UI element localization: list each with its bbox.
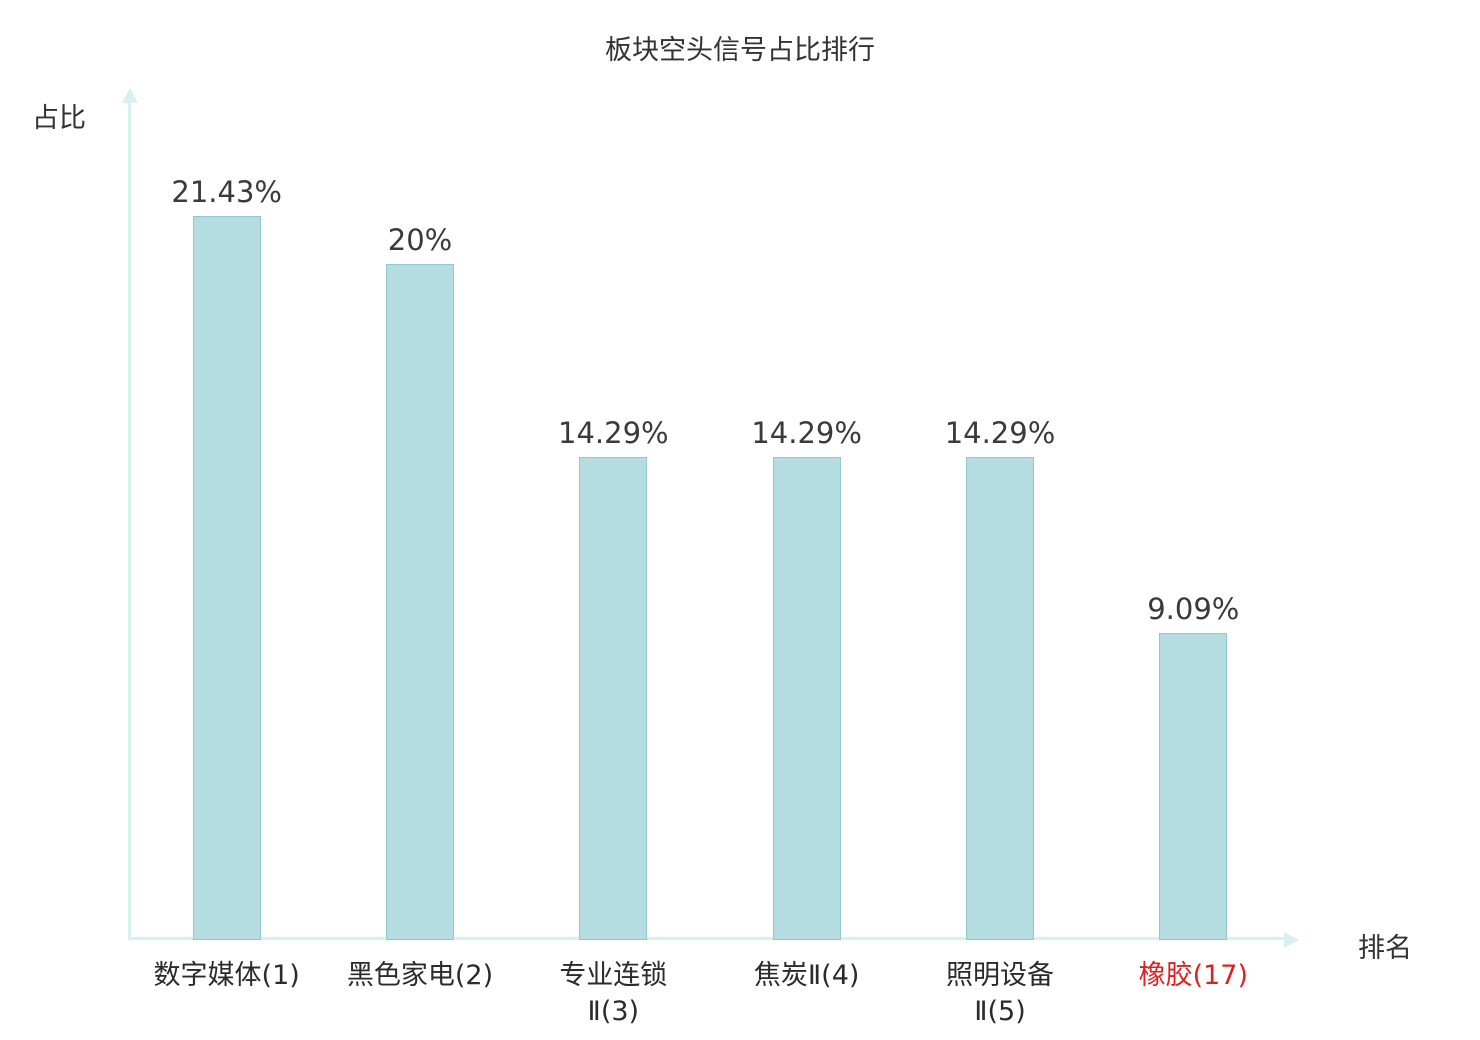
bar-value-label: 14.29% xyxy=(751,416,862,450)
bar-group: 9.09% xyxy=(1097,95,1290,940)
bar-group: 20% xyxy=(323,95,516,940)
bar-plot-area: 21.43% 20% 14.29% 14.29% 14.29% 9.09% xyxy=(130,95,1290,940)
category-label-line: 焦炭Ⅱ(4) xyxy=(753,960,860,991)
bar-value-label: 20% xyxy=(387,223,453,257)
chart-title: 板块空头信号占比排行 xyxy=(605,35,875,66)
category-label: 橡胶(17) xyxy=(1097,958,1290,1031)
x-axis-label: 排名 xyxy=(1358,933,1412,964)
category-label-line: 照明设备 xyxy=(945,960,1054,991)
category-label-line: Ⅱ(3) xyxy=(587,996,640,1028)
bar-group: 21.43% xyxy=(130,95,323,940)
y-axis-label: 占比 xyxy=(32,103,86,134)
category-label-line: 橡胶(17) xyxy=(1138,960,1249,991)
category-label-line: 专业连锁 xyxy=(559,960,668,991)
bar[interactable] xyxy=(772,457,841,940)
y-axis-line xyxy=(128,102,131,940)
category-label: 专业连锁 Ⅱ(3) xyxy=(517,958,710,1031)
bar[interactable] xyxy=(965,457,1034,940)
bar-value-label: 14.29% xyxy=(944,416,1056,450)
category-label: 焦炭Ⅱ(4) xyxy=(710,958,903,1031)
bar-value-label: 21.43% xyxy=(171,175,282,209)
bar[interactable] xyxy=(1159,633,1228,940)
category-label: 数字媒体(1) xyxy=(130,958,323,1031)
category-label-line: 数字媒体(1) xyxy=(153,960,300,991)
category-labels-row: 数字媒体(1) 黑色家电(2) 专业连锁 Ⅱ(3) 焦炭Ⅱ(4) 照明设备 Ⅱ(5) 橡胶(1… xyxy=(130,958,1290,1031)
bar[interactable] xyxy=(579,457,648,940)
bar[interactable] xyxy=(192,216,261,940)
x-axis-line xyxy=(128,937,1286,940)
bar-group: 14.29% xyxy=(903,95,1096,940)
bar-value-label: 9.09% xyxy=(1147,592,1240,626)
category-label-line: 黑色家电(2) xyxy=(346,960,494,991)
bar-group: 14.29% xyxy=(710,95,903,940)
bar-value-label: 14.29% xyxy=(558,416,669,450)
category-label-line: Ⅱ(5) xyxy=(974,996,1026,1028)
category-label: 黑色家电(2) xyxy=(323,958,516,1031)
x-axis-arrow-icon xyxy=(1284,931,1299,948)
bar-group: 14.29% xyxy=(517,95,710,940)
bar[interactable] xyxy=(385,264,454,940)
y-axis-arrow-icon xyxy=(121,88,138,103)
category-label: 照明设备 Ⅱ(5) xyxy=(903,958,1096,1031)
